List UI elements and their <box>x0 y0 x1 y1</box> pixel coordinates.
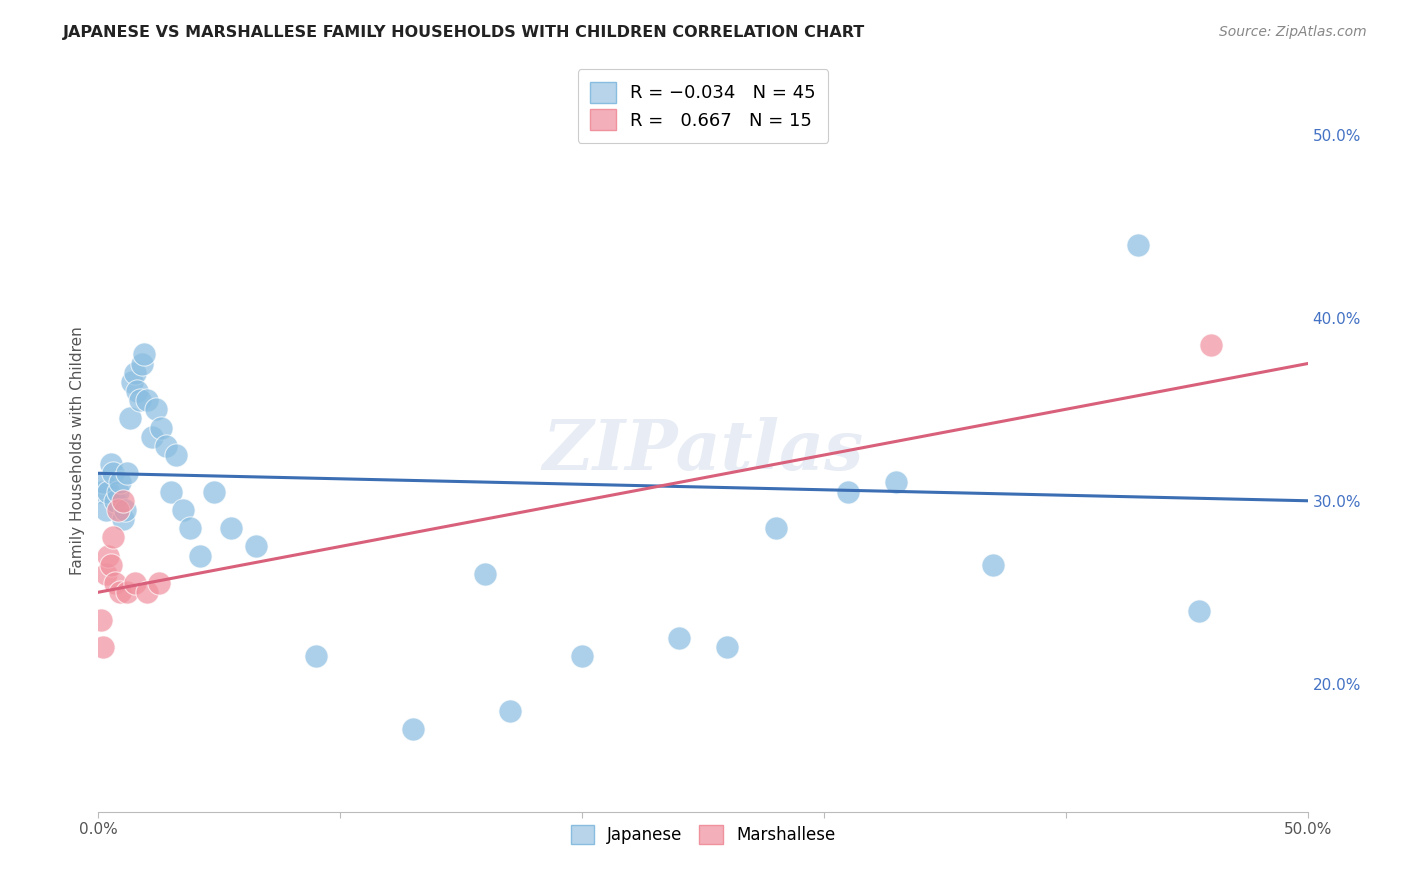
Point <box>145 402 167 417</box>
Point <box>94 503 117 517</box>
Point <box>179 521 201 535</box>
Point <box>305 649 328 664</box>
Point <box>127 384 149 398</box>
Point <box>107 484 129 499</box>
Point <box>131 357 153 371</box>
Point <box>221 521 243 535</box>
Legend: Japanese, Marshallese: Japanese, Marshallese <box>561 814 845 854</box>
Point <box>94 566 117 581</box>
Point <box>837 484 859 499</box>
Point <box>124 366 146 380</box>
Point <box>100 558 122 572</box>
Point <box>716 640 738 654</box>
Point <box>111 493 134 508</box>
Point <box>101 530 124 544</box>
Point <box>245 540 267 554</box>
Text: JAPANESE VS MARSHALLESE FAMILY HOUSEHOLDS WITH CHILDREN CORRELATION CHART: JAPANESE VS MARSHALLESE FAMILY HOUSEHOLD… <box>63 25 866 40</box>
Point <box>100 457 122 471</box>
Point <box>135 393 157 408</box>
Point <box>188 549 211 563</box>
Point <box>108 585 131 599</box>
Point <box>107 503 129 517</box>
Point <box>1188 603 1211 617</box>
Point <box>134 347 156 361</box>
Point <box>104 576 127 591</box>
Point <box>118 411 141 425</box>
Point <box>155 439 177 453</box>
Point <box>104 493 127 508</box>
Point <box>117 585 139 599</box>
Point <box>117 467 139 481</box>
Point <box>101 467 124 481</box>
Point <box>97 549 120 563</box>
Point <box>668 631 690 645</box>
Text: Source: ZipAtlas.com: Source: ZipAtlas.com <box>1219 25 1367 39</box>
Point <box>135 585 157 599</box>
Point <box>90 484 112 499</box>
Point <box>90 613 112 627</box>
Point <box>124 576 146 591</box>
Point <box>498 704 520 718</box>
Point <box>91 640 114 654</box>
Point <box>160 484 183 499</box>
Text: ZIPatlas: ZIPatlas <box>543 417 863 484</box>
Point <box>121 375 143 389</box>
Point <box>886 475 908 490</box>
Point <box>97 484 120 499</box>
Point <box>172 503 194 517</box>
Point <box>150 420 173 434</box>
Point <box>1199 338 1222 352</box>
Point <box>204 484 226 499</box>
Y-axis label: Family Households with Children: Family Households with Children <box>69 326 84 574</box>
Point <box>114 503 136 517</box>
Point <box>141 430 163 444</box>
Point <box>571 649 593 664</box>
Point <box>108 475 131 490</box>
Point <box>474 566 496 581</box>
Point <box>148 576 170 591</box>
Point <box>91 475 114 490</box>
Point <box>111 512 134 526</box>
Point <box>981 558 1004 572</box>
Point <box>128 393 150 408</box>
Point <box>165 448 187 462</box>
Point <box>402 723 425 737</box>
Point <box>1128 237 1150 252</box>
Point <box>765 521 787 535</box>
